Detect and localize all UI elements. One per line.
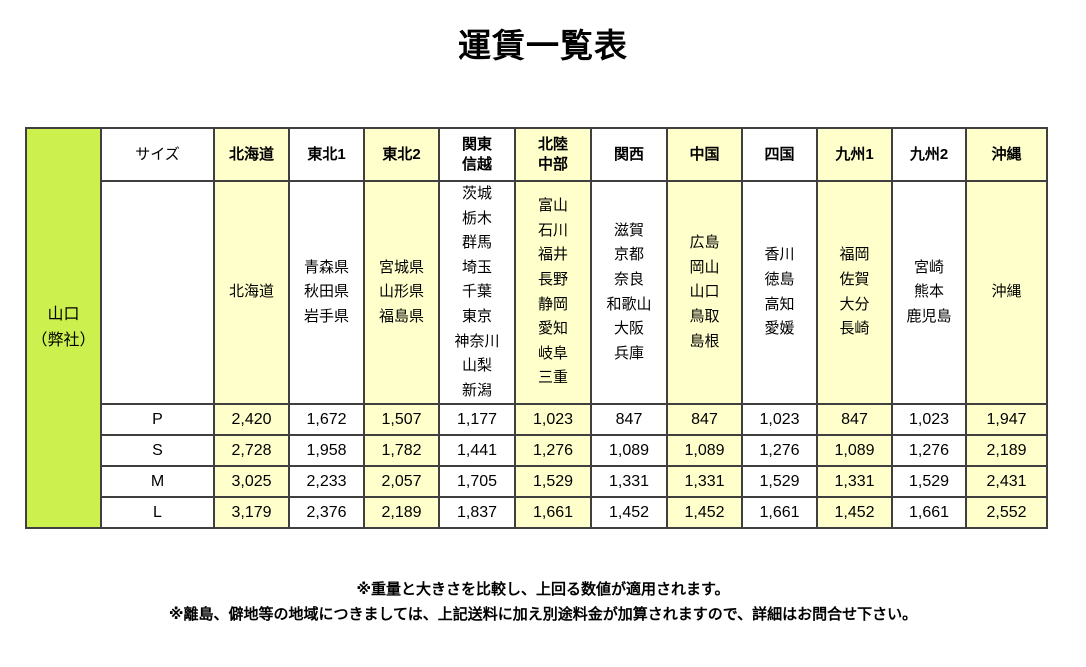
fare-cell: 2,189 bbox=[363, 496, 440, 530]
fare-cell: 1,331 bbox=[590, 465, 668, 499]
fare-row-M: M 3,025 2,233 2,057 1,705 1,529 1,331 1,331 1,52… bbox=[26, 465, 1048, 499]
fare-cell: 2,057 bbox=[363, 465, 440, 499]
fare-cell: 1,452 bbox=[590, 496, 668, 530]
fare-cell: 3,025 bbox=[213, 465, 290, 499]
size-header-cell: サイズ bbox=[100, 127, 215, 182]
note-line-2: ※離島、僻地等の地域につきましては、上記送料に加え別途料金が加算されますので、詳… bbox=[168, 606, 918, 624]
prefecture-cell: 沖縄 bbox=[965, 179, 1048, 406]
fare-cell: 1,023 bbox=[891, 403, 967, 437]
fare-cell: 1,452 bbox=[666, 496, 743, 530]
fare-cell: 847 bbox=[816, 403, 893, 437]
fare-cell: 1,089 bbox=[590, 434, 668, 468]
fare-cell: 2,552 bbox=[965, 496, 1048, 530]
fare-cell: 847 bbox=[666, 403, 743, 437]
fare-cell: 1,276 bbox=[741, 434, 818, 468]
page-title: 運賃一覧表 bbox=[458, 27, 628, 64]
fare-cell: 1,331 bbox=[816, 465, 893, 499]
fare-cell: 1,331 bbox=[666, 465, 743, 499]
prefecture-cell: 福岡 佐賀 大分 長崎 bbox=[816, 179, 893, 406]
fare-cell: 1,782 bbox=[363, 434, 440, 468]
fare-cell: 1,661 bbox=[891, 496, 967, 530]
fare-cell: 2,420 bbox=[213, 403, 290, 437]
region-header-5: 北陸 中部 bbox=[514, 127, 592, 182]
fare-cell: 1,529 bbox=[514, 465, 592, 499]
region-header-4: 関東 信越 bbox=[438, 127, 516, 182]
prefecture-cell: 宮城県 山形県 福島県 bbox=[363, 179, 440, 406]
fare-cell: 1,441 bbox=[438, 434, 516, 468]
size-column-empty-cell bbox=[100, 179, 215, 406]
fare-cell: 1,452 bbox=[816, 496, 893, 530]
note-line-1: ※重量と大きさを比較し、上回る数値が適用されます。 bbox=[356, 581, 730, 599]
fare-table: 山口 （弊社） サイズ 北海道 東北1 東北2 関東 信越 北陸 中部 関西 中国 四国 九州1 九州… bbox=[25, 126, 1048, 530]
prefecture-cell: 宮崎 熊本 鹿児島 bbox=[891, 179, 967, 406]
prefecture-cell: 茨城 栃木 群馬 埼玉 千葉 東京 神奈川 山梨 新潟 bbox=[438, 179, 516, 406]
fare-row-L: L 3,179 2,376 2,189 1,837 1,661 1,452 1,452 1,66… bbox=[26, 496, 1048, 530]
fare-cell: 2,376 bbox=[288, 496, 365, 530]
fare-cell: 1,958 bbox=[288, 434, 365, 468]
size-label-M: M bbox=[100, 465, 215, 499]
region-header-10: 九州2 bbox=[891, 127, 967, 182]
fare-cell: 2,233 bbox=[288, 465, 365, 499]
size-label-P: P bbox=[100, 403, 215, 437]
prefecture-cell: 広島 岡山 山口 鳥取 島根 bbox=[666, 179, 743, 406]
prefecture-cell: 北海道 bbox=[213, 179, 290, 406]
fare-cell: 1,276 bbox=[891, 434, 967, 468]
fare-cell: 847 bbox=[590, 403, 668, 437]
fare-cell: 1,089 bbox=[666, 434, 743, 468]
region-header-6: 関西 bbox=[590, 127, 668, 182]
fare-cell: 2,728 bbox=[213, 434, 290, 468]
fare-cell: 1,507 bbox=[363, 403, 440, 437]
fare-cell: 1,661 bbox=[514, 496, 592, 530]
fare-cell: 1,177 bbox=[438, 403, 516, 437]
origin-cell: 山口 （弊社） bbox=[25, 126, 102, 530]
region-header-1: 北海道 bbox=[213, 127, 290, 182]
fare-cell: 1,672 bbox=[288, 403, 365, 437]
notes: ※重量と大きさを比較し、上回る数値が適用されます。 ※離島、僻地等の地域につきま… bbox=[0, 577, 1086, 627]
fare-cell: 1,661 bbox=[741, 496, 818, 530]
fare-cell: 1,276 bbox=[514, 434, 592, 468]
fare-cell: 1,023 bbox=[514, 403, 592, 437]
fare-cell: 1,947 bbox=[965, 403, 1048, 437]
fare-cell: 1,837 bbox=[438, 496, 516, 530]
fare-cell: 1,089 bbox=[816, 434, 893, 468]
fare-cell: 3,179 bbox=[213, 496, 290, 530]
fare-cell: 1,023 bbox=[741, 403, 818, 437]
region-header-8: 四国 bbox=[741, 127, 818, 182]
prefecture-cell: 青森県 秋田県 岩手県 bbox=[288, 179, 365, 406]
region-header-9: 九州1 bbox=[816, 127, 893, 182]
region-header-3: 東北2 bbox=[363, 127, 440, 182]
fare-cell: 1,705 bbox=[438, 465, 516, 499]
fare-cell: 1,529 bbox=[891, 465, 967, 499]
size-label-L: L bbox=[100, 496, 215, 530]
region-header-11: 沖縄 bbox=[965, 127, 1048, 182]
size-label-S: S bbox=[100, 434, 215, 468]
prefecture-cell: 滋賀 京都 奈良 和歌山 大阪 兵庫 bbox=[590, 179, 668, 406]
prefecture-cell: 香川 徳島 高知 愛媛 bbox=[741, 179, 818, 406]
fare-cell: 1,529 bbox=[741, 465, 818, 499]
region-header-7: 中国 bbox=[666, 127, 743, 182]
fare-row-S: S 2,728 1,958 1,782 1,441 1,276 1,089 1,089 1,27… bbox=[26, 434, 1048, 468]
region-header-2: 東北1 bbox=[288, 127, 365, 182]
fare-cell: 2,189 bbox=[965, 434, 1048, 468]
fare-cell: 2,431 bbox=[965, 465, 1048, 499]
fare-row-P: P 2,420 1,672 1,507 1,177 1,023 847 847 1,023 847… bbox=[26, 403, 1048, 437]
prefecture-cell: 富山 石川 福井 長野 静岡 愛知 岐阜 三重 bbox=[514, 179, 592, 406]
